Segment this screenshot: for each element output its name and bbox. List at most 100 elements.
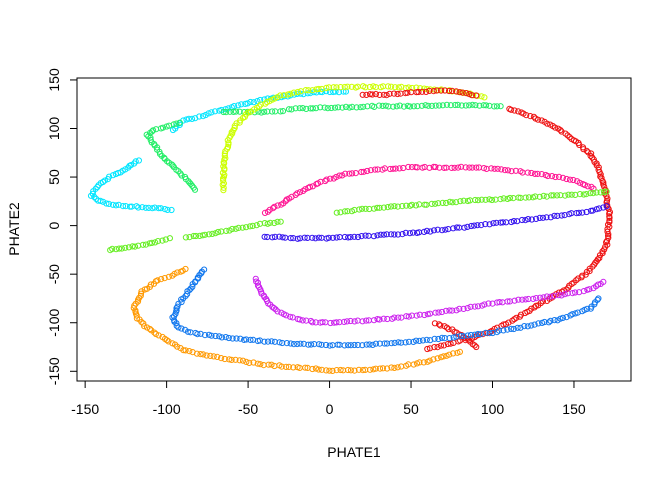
scatter-point bbox=[438, 87, 445, 94]
scatter-point bbox=[363, 91, 370, 99]
scatter-point bbox=[458, 163, 465, 170]
scatter-point bbox=[510, 195, 517, 202]
scatter-point bbox=[138, 288, 145, 295]
scatter-point bbox=[341, 318, 348, 325]
scatter-point bbox=[379, 365, 387, 372]
scatter-point bbox=[538, 117, 545, 124]
scatter-point bbox=[589, 207, 596, 214]
scatter-point bbox=[559, 314, 567, 321]
scatter-point bbox=[444, 340, 451, 348]
scatter-point bbox=[543, 193, 550, 200]
scatter-point bbox=[550, 192, 557, 199]
scatter-point bbox=[194, 331, 201, 338]
scatter-point bbox=[360, 168, 367, 175]
scatter-point bbox=[224, 143, 232, 151]
scatter-point bbox=[209, 230, 216, 237]
scatter-point bbox=[514, 218, 521, 225]
scatter-point bbox=[261, 108, 268, 115]
scatter-point bbox=[388, 364, 395, 371]
scatter-point bbox=[463, 90, 470, 97]
scatter-point bbox=[271, 338, 278, 345]
scatter-point bbox=[396, 102, 403, 109]
scatter-point bbox=[247, 98, 254, 106]
scatter-point bbox=[178, 298, 185, 306]
scatter-point bbox=[261, 209, 269, 216]
scatter-point bbox=[406, 230, 413, 237]
scatter-point bbox=[388, 340, 395, 347]
scatter-point bbox=[563, 175, 570, 183]
scatter-point bbox=[339, 172, 346, 179]
scatter-point bbox=[154, 238, 162, 245]
scatter-point bbox=[494, 165, 501, 172]
scatter-point bbox=[460, 305, 467, 312]
scatter-point bbox=[333, 84, 340, 91]
scatter-point bbox=[436, 102, 443, 109]
scatter-point bbox=[500, 327, 507, 334]
scatter-point bbox=[364, 167, 371, 175]
scatter-point bbox=[317, 178, 324, 185]
scatter-point bbox=[236, 357, 243, 364]
scatter-point bbox=[353, 104, 360, 111]
scatter-point bbox=[534, 170, 541, 177]
scatter-point bbox=[514, 324, 521, 331]
scatter-point bbox=[201, 332, 209, 339]
scatter-point bbox=[302, 364, 309, 371]
scatter-point bbox=[508, 325, 515, 332]
scatter-point bbox=[525, 216, 532, 223]
scatter-point bbox=[262, 100, 269, 107]
scatter-point bbox=[324, 105, 331, 112]
scatter-point bbox=[531, 321, 538, 328]
scatter-point bbox=[394, 364, 401, 371]
scatter-point bbox=[151, 204, 158, 211]
scatter-point bbox=[433, 87, 440, 94]
scatter-point bbox=[416, 359, 423, 366]
scatter-point bbox=[323, 367, 330, 374]
scatter-point bbox=[203, 352, 210, 359]
scatter-point bbox=[226, 356, 233, 363]
scatter-point bbox=[264, 208, 271, 215]
scatter-point bbox=[391, 231, 398, 238]
scatter-point bbox=[420, 359, 427, 366]
scatter-point bbox=[497, 196, 504, 203]
scatter-point bbox=[438, 308, 445, 316]
scatter-point bbox=[226, 108, 233, 115]
scatter-point bbox=[330, 84, 337, 91]
scatter-point bbox=[456, 348, 463, 355]
scatter-point bbox=[362, 205, 369, 212]
scatter-point bbox=[139, 241, 147, 248]
scatter-point bbox=[480, 102, 487, 109]
scatter-point bbox=[587, 152, 594, 159]
scatter-point bbox=[294, 340, 301, 348]
scatter-point bbox=[308, 341, 315, 348]
scatter-point bbox=[327, 319, 334, 327]
scatter-point bbox=[399, 231, 406, 238]
scatter-point bbox=[99, 178, 107, 186]
scatter-point bbox=[290, 89, 297, 96]
scatter-point bbox=[603, 203, 610, 210]
scatter-point bbox=[439, 227, 446, 234]
scatter-point bbox=[423, 336, 430, 343]
scatter-point bbox=[190, 232, 197, 240]
scatter-point bbox=[464, 332, 471, 339]
scatter-point bbox=[432, 309, 439, 316]
scatter-point bbox=[416, 337, 423, 344]
scatter-point bbox=[472, 196, 479, 204]
scatter-point bbox=[412, 202, 420, 209]
scatter-point bbox=[455, 164, 462, 171]
scatter-point bbox=[413, 337, 420, 344]
scatter-point bbox=[270, 305, 278, 312]
scatter-point bbox=[493, 219, 500, 226]
scatter-point bbox=[434, 344, 441, 351]
scatter-point bbox=[398, 339, 405, 346]
scatter-point bbox=[506, 194, 514, 202]
scatter-point bbox=[186, 348, 193, 355]
scatter-point bbox=[165, 273, 172, 280]
scatter-point bbox=[105, 200, 113, 207]
scatter-point bbox=[333, 173, 340, 181]
scatter-point bbox=[346, 170, 353, 177]
scatter-point bbox=[232, 225, 239, 232]
scatter-point bbox=[285, 363, 292, 370]
scatter-point bbox=[418, 102, 425, 109]
scatter-point bbox=[276, 339, 283, 346]
scatter-point bbox=[551, 212, 558, 219]
